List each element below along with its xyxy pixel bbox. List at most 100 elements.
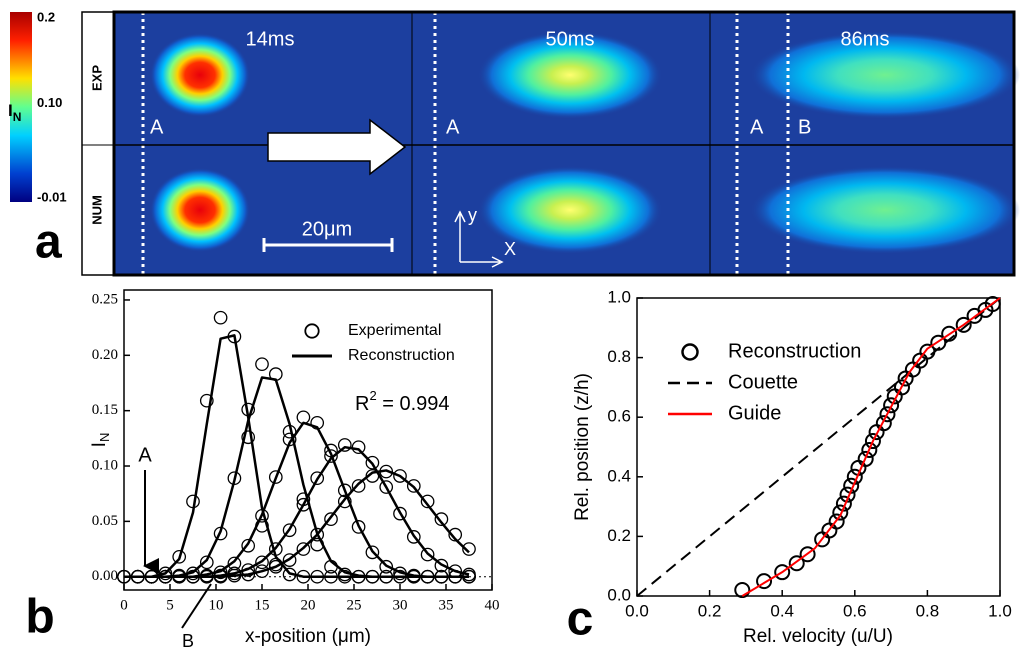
scale-label: 20μm bbox=[302, 218, 352, 240]
annotation: B bbox=[182, 631, 194, 651]
x-tick-label: 1.0 bbox=[988, 601, 1012, 620]
data-point bbox=[310, 471, 325, 486]
data-point bbox=[420, 494, 435, 509]
data-point bbox=[861, 441, 878, 458]
marker-label: B bbox=[798, 116, 811, 138]
data-point bbox=[462, 542, 476, 556]
data-point bbox=[434, 558, 449, 573]
data-point bbox=[255, 555, 269, 570]
data-point bbox=[282, 553, 297, 567]
x-tick-label: 20 bbox=[301, 597, 316, 613]
data-point bbox=[324, 512, 338, 527]
x-tick-label: 5 bbox=[166, 597, 174, 613]
data-point bbox=[379, 559, 394, 574]
row-label-box bbox=[81, 11, 115, 276]
axis-label: X bbox=[504, 239, 516, 259]
y-axis-label-text: I bbox=[89, 442, 110, 447]
legend-label: Couette bbox=[728, 371, 798, 393]
labels: 14ms 50ms 86ms A A A B 20μm y X bbox=[150, 28, 889, 258]
data-point bbox=[255, 357, 269, 372]
x-tick-label: 0.6 bbox=[843, 601, 867, 620]
data-point bbox=[351, 440, 366, 455]
data-point bbox=[955, 316, 972, 333]
data-point bbox=[379, 480, 394, 494]
time-label: 86ms bbox=[841, 28, 890, 50]
data-point bbox=[296, 542, 311, 556]
series-line bbox=[124, 376, 469, 578]
data-point bbox=[788, 555, 805, 572]
blob bbox=[478, 31, 662, 119]
data-point bbox=[337, 483, 352, 498]
panel-a: IN a EXP NUM 14ms 50ms 86ms A A A B 20μm… bbox=[8, 10, 1020, 277]
colorbar-tick-label: -0.01 bbox=[37, 189, 67, 204]
y-tick-label: 1.0 bbox=[607, 287, 631, 306]
data-point bbox=[199, 393, 214, 408]
data-point bbox=[406, 530, 421, 544]
data-point bbox=[864, 433, 881, 450]
r-squared-base: R bbox=[355, 393, 369, 415]
data-point bbox=[448, 527, 463, 542]
data-point bbox=[282, 523, 297, 538]
data-point bbox=[879, 406, 896, 423]
y-tick-label: 0.0 bbox=[607, 585, 631, 604]
r-squared: R2 = 0.994 bbox=[355, 388, 450, 415]
y-tick-label: 0.6 bbox=[607, 407, 631, 426]
colorbar-title-text: I bbox=[8, 101, 13, 120]
data-point bbox=[310, 527, 325, 542]
x-tick-label: 0.2 bbox=[698, 601, 722, 620]
x-axis-label: x-position (μm) bbox=[245, 626, 371, 647]
data-point bbox=[835, 495, 852, 512]
data-point bbox=[799, 546, 816, 563]
y-tick-label: 0.05 bbox=[92, 513, 118, 529]
y-tick-label: 0.20 bbox=[92, 347, 118, 363]
y-axis-label-text: Rel. position (z/h) bbox=[572, 373, 593, 521]
data-point bbox=[406, 479, 421, 493]
x-tick-label: 35 bbox=[439, 597, 454, 613]
data-point bbox=[213, 310, 228, 325]
legend-label: Reconstruction bbox=[348, 347, 455, 364]
x-tick-label: 25 bbox=[347, 597, 362, 613]
data-point bbox=[893, 379, 910, 396]
data-point bbox=[734, 582, 751, 599]
plot-frame bbox=[636, 297, 1001, 597]
panel-label: a bbox=[35, 216, 62, 269]
y-tick-label: 0.2 bbox=[607, 526, 631, 545]
scale-bar bbox=[262, 238, 394, 252]
legend-symbol bbox=[304, 323, 320, 339]
data-point bbox=[434, 512, 449, 527]
data-point bbox=[420, 547, 435, 562]
data-point bbox=[158, 566, 173, 581]
legend-label: Reconstruction bbox=[728, 340, 861, 362]
y-axis-label: IN bbox=[89, 433, 112, 448]
r-squared-value: = 0.994 bbox=[377, 393, 450, 415]
row-label: NUM bbox=[89, 195, 104, 225]
x-tick-label: 0.0 bbox=[625, 601, 649, 620]
data-point bbox=[365, 455, 380, 470]
x-tick-label: 0.4 bbox=[770, 601, 794, 620]
data-point bbox=[774, 564, 791, 581]
x-tick-label: 0 bbox=[120, 597, 128, 613]
y-tick-label: 0.25 bbox=[92, 291, 118, 307]
data-point bbox=[255, 564, 269, 579]
x-tick-label: 10 bbox=[209, 597, 224, 613]
y-axis-label: Rel. position (z/h) bbox=[572, 373, 593, 521]
x-axis-label: Rel. velocity (u/U) bbox=[743, 626, 893, 647]
series-line bbox=[124, 445, 470, 578]
axis-label: y bbox=[468, 205, 477, 225]
axes-glyph bbox=[454, 210, 504, 268]
data-point bbox=[857, 450, 874, 467]
x-tick-label: 30 bbox=[393, 597, 408, 613]
x-tick-label: 40 bbox=[485, 597, 500, 613]
blob bbox=[478, 166, 662, 254]
marker-label: A bbox=[446, 116, 460, 138]
data-point bbox=[365, 545, 380, 560]
series-line bbox=[636, 297, 1001, 597]
data-point bbox=[351, 520, 366, 534]
time-label: 14ms bbox=[246, 28, 295, 50]
x-tick-label: 0.8 bbox=[916, 601, 940, 620]
blob bbox=[150, 168, 250, 252]
panel-label: c bbox=[567, 593, 594, 646]
y-tick-label: 0.4 bbox=[607, 466, 631, 485]
